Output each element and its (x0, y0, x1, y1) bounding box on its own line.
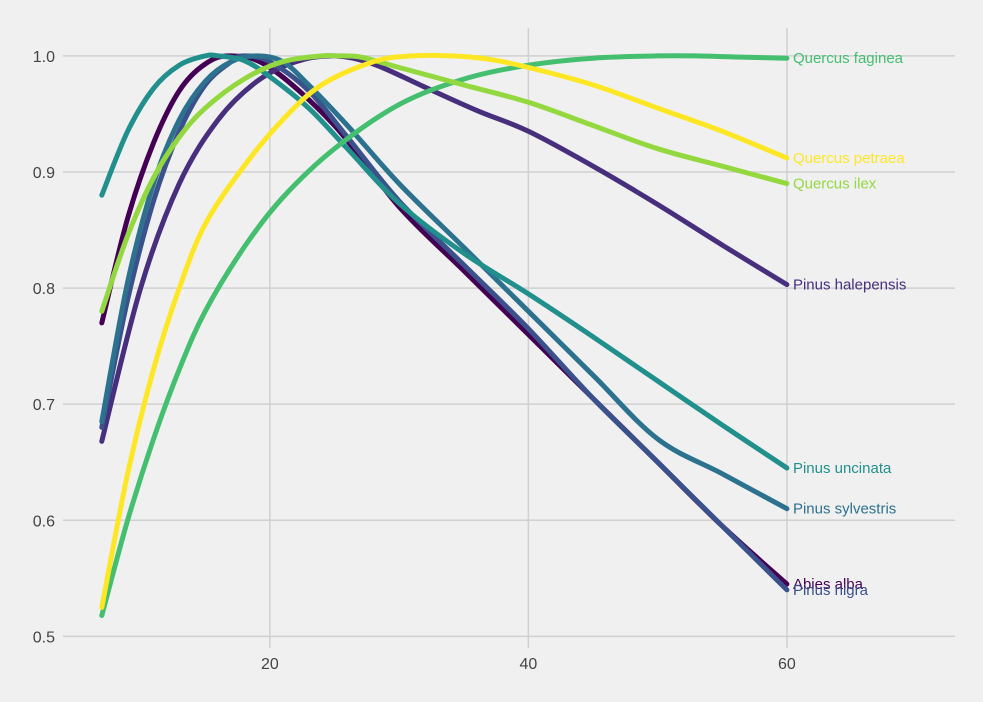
series-label-quercus-faginea: Quercus faginea (793, 50, 904, 67)
x-tick-label: 20 (261, 656, 279, 673)
series-line-pinus-uncinata (99, 52, 790, 471)
series-line-quercus-faginea (99, 53, 790, 618)
series-labels: Abies alba Pinus halepensis Pinus nigra Pin… (793, 50, 906, 599)
series-label-quercus-ilex: Quercus ilex (793, 176, 877, 193)
series-label-quercus-petraea: Quercus petraea (793, 150, 905, 167)
x-tick-label: 40 (519, 656, 537, 673)
series-label-pinus-nigra: Pinus nigra (793, 582, 869, 599)
series-line-quercus-petraea (99, 52, 790, 610)
series-line-pinus-halepensis (99, 53, 790, 444)
x-tick-label: 60 (778, 656, 796, 673)
y-tick-label: 0.7 (33, 397, 55, 414)
y-tick-label: 0.6 (33, 513, 55, 530)
series-label-pinus-sylvestris: Pinus sylvestris (793, 501, 896, 518)
series-line-quercus-ilex (99, 52, 790, 314)
series-line-pinus-nigra (99, 53, 790, 593)
y-tick-label: 1.0 (33, 49, 55, 66)
series-lines (99, 52, 790, 618)
series-label-pinus-uncinata: Pinus uncinata (793, 460, 892, 477)
tick-labels: 0.5 0.6 0.7 0.8 0.9 1.0 20 40 60 (33, 49, 796, 673)
y-tick-label: 0.9 (33, 165, 55, 182)
series-label-pinus-halepensis: Pinus halepensis (793, 277, 906, 294)
series-label-abies-alba: Abies alba (793, 576, 864, 593)
y-tick-label: 0.8 (33, 281, 55, 298)
y-tick-label: 0.5 (33, 629, 55, 646)
